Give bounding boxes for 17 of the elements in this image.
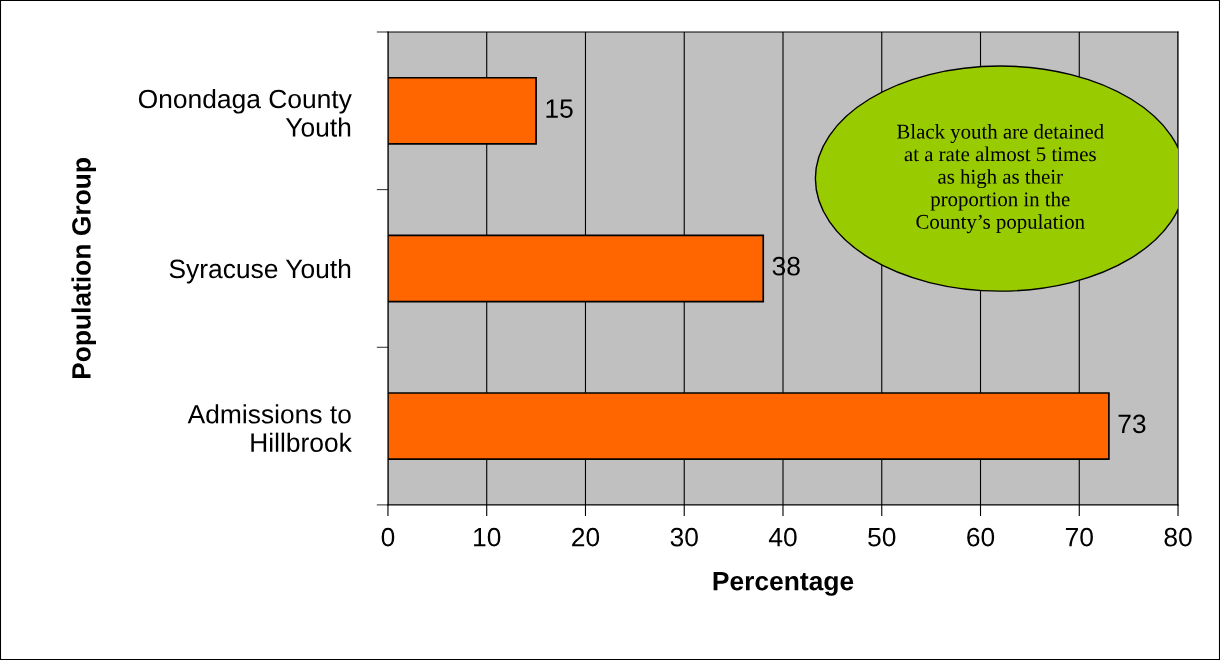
x-axis-title: Percentage bbox=[713, 572, 854, 596]
x-tick-label: 40 bbox=[768, 527, 797, 547]
x-tick-label: 80 bbox=[1164, 527, 1192, 547]
y-axis-title: Population Group bbox=[71, 158, 96, 379]
x-tick-label: 30 bbox=[670, 527, 698, 547]
x-tick-label: 50 bbox=[868, 527, 896, 547]
y-tick-label: Syracuse Youth bbox=[169, 258, 351, 284]
x-tick-label: 0 bbox=[381, 527, 395, 547]
y-tick-label: Admissions to Hillbrook bbox=[187, 404, 352, 453]
x-tick-label: 70 bbox=[1065, 527, 1093, 547]
x-tick-label: 60 bbox=[967, 527, 995, 547]
y-tick-label: Onondaga County Youth bbox=[138, 88, 352, 137]
x-tick-label: 10 bbox=[474, 527, 501, 547]
x-tick-label: 20 bbox=[572, 527, 600, 547]
data-label: 73 bbox=[1118, 414, 1146, 434]
data-label: 15 bbox=[546, 99, 573, 118]
annotation: Black youth are detained at a rate almost 5 times as high as their proportion in the County’s population bbox=[897, 124, 1104, 234]
